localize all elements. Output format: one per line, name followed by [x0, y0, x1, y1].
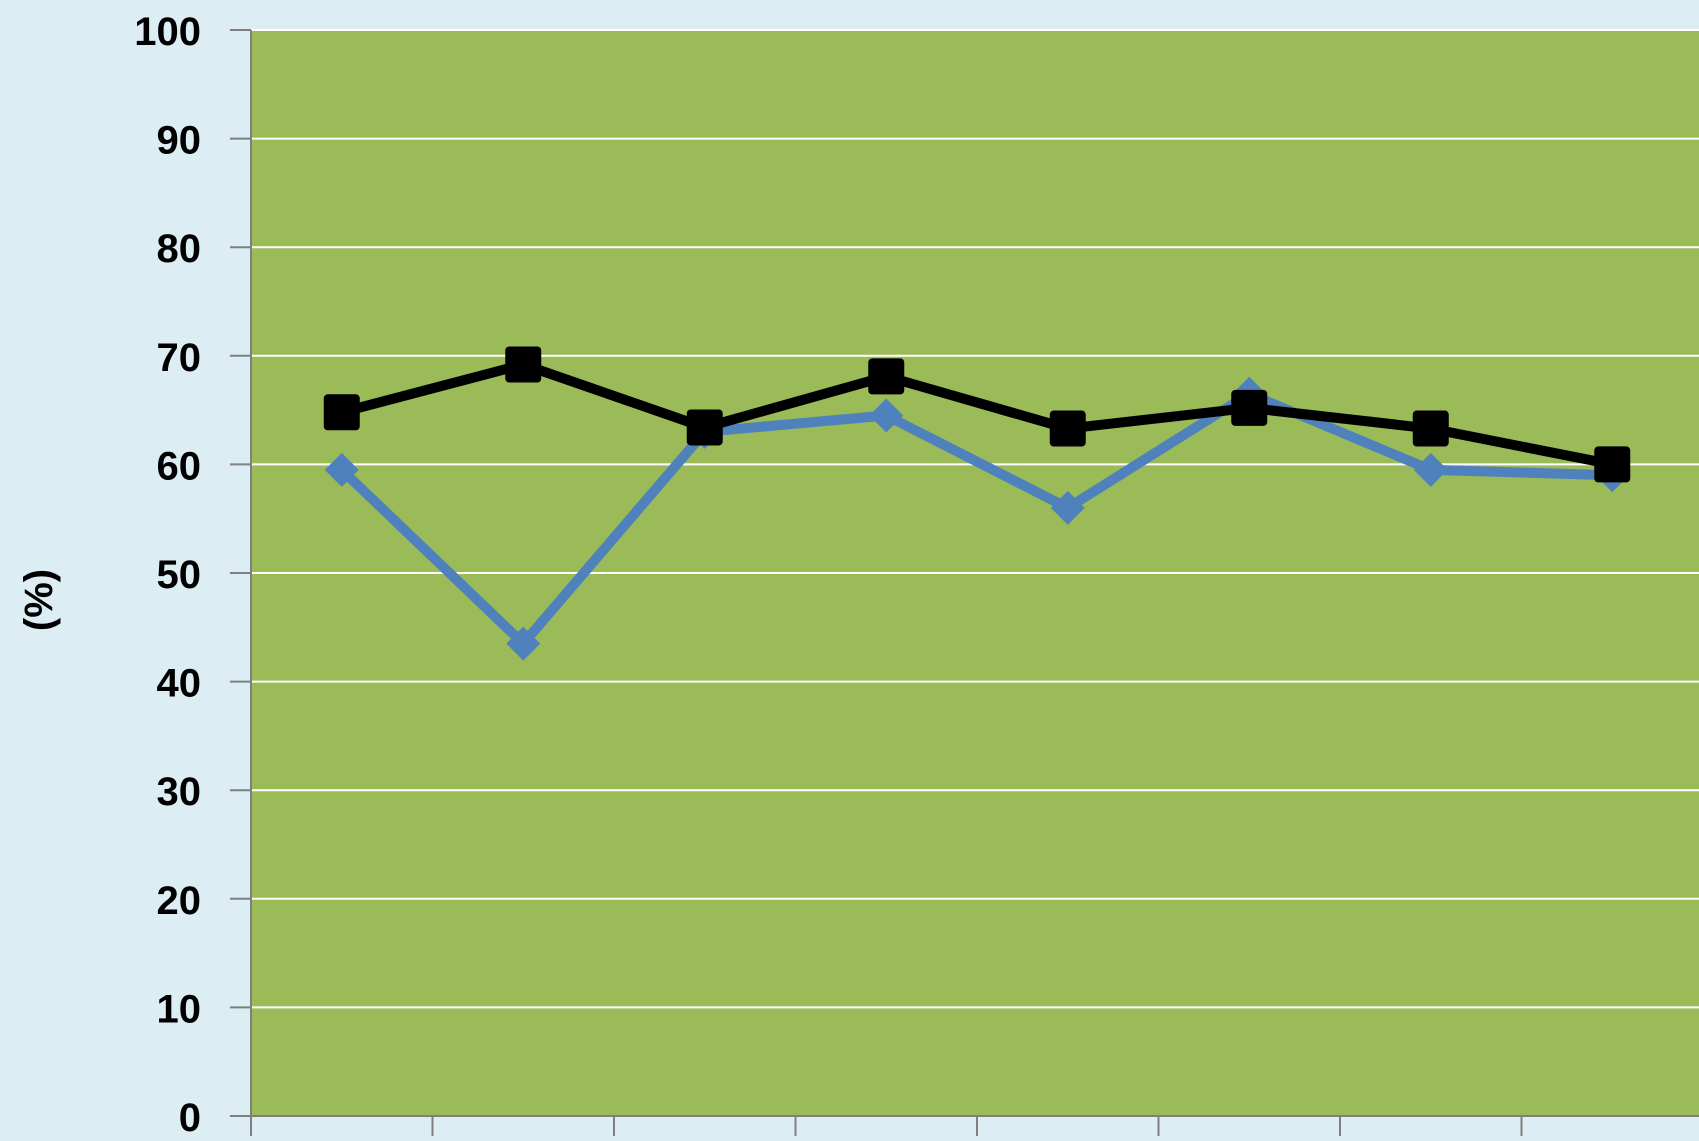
y-tick-label: 60: [157, 444, 202, 488]
series-2: [323, 346, 1631, 483]
series-line: [338, 388, 1613, 649]
y-tick-label: 50: [157, 553, 202, 597]
data-point-marker: [323, 394, 360, 431]
y-tick-label: 0: [179, 1096, 201, 1136]
y-axis-title: (%): [17, 569, 61, 631]
y-tick-label: 80: [157, 227, 202, 271]
data-point-marker: [1594, 446, 1631, 483]
data-point-marker: [869, 398, 904, 433]
data-point-marker: [1049, 410, 1086, 447]
data-point-marker: [505, 346, 542, 383]
y-tick-label: 20: [157, 879, 202, 923]
y-tick-label: 30: [157, 770, 202, 814]
data-point-marker: [324, 452, 359, 487]
data-point-marker: [1231, 389, 1268, 426]
series-layer: [323, 346, 1631, 661]
y-tick-label: 90: [157, 119, 202, 163]
x-tick-marks: [250, 1116, 1523, 1136]
data-point-marker: [1050, 490, 1085, 525]
data-point-marker: [506, 626, 541, 661]
data-point-marker: [1412, 410, 1449, 447]
y-tick-label: 70: [157, 336, 202, 380]
y-tick-labels: 0 10 20 30 40 50 60 70 80 90 100: [134, 10, 251, 1140]
y-tick-label: 100: [134, 10, 201, 54]
data-point-marker: [1413, 452, 1448, 487]
series-line: [340, 359, 1614, 470]
data-point-marker: [868, 358, 905, 395]
y-tick-label: 40: [157, 662, 202, 706]
data-point-marker: [686, 409, 723, 446]
y-tick-label: 10: [157, 987, 202, 1031]
